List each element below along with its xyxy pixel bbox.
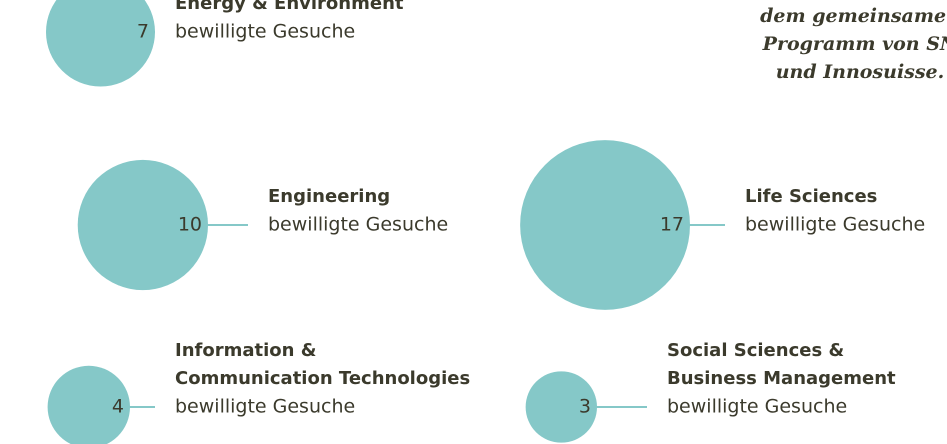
category-label: Social Sciences & [667, 340, 844, 361]
category-label: Business Management [667, 368, 896, 389]
category-label: Life Sciences [745, 186, 877, 207]
category-label: Engineering [268, 186, 390, 207]
bubble-value: 4 [112, 396, 124, 418]
bubble [520, 140, 690, 310]
bubble [77, 159, 208, 291]
bubble [47, 365, 130, 444]
bubble [525, 371, 597, 443]
value-caption: bewilligte Gesuche [268, 214, 448, 236]
value-caption: bewilligte Gesuche [667, 396, 847, 418]
value-caption: bewilligte Gesuche [745, 214, 925, 236]
bubble-value: 17 [660, 214, 684, 236]
value-caption: bewilligte Gesuche [175, 396, 355, 418]
annotation: Programm von SN [762, 33, 947, 55]
bubble-value: 7 [137, 21, 149, 43]
annotation: dem gemeinsamen [760, 5, 947, 27]
bubble-value: 10 [178, 214, 202, 236]
category-label: Information & [175, 340, 316, 361]
category-label: Communication Technologies [175, 368, 470, 389]
annotation: und Innosuisse. [776, 61, 945, 83]
bubble [46, 0, 155, 87]
value-caption: bewilligte Gesuche [175, 21, 355, 43]
category-label: Energy & Environment [175, 0, 404, 14]
bubble-value: 3 [579, 396, 591, 418]
